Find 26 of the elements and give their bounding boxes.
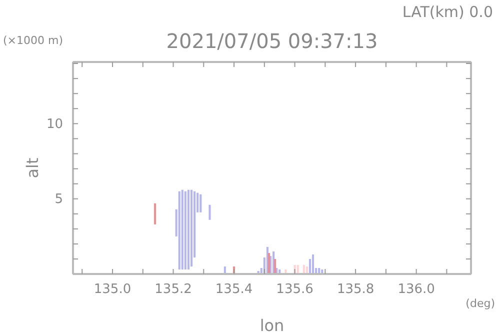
x-tick-label: 135.8 xyxy=(336,282,374,298)
y-tick-label: 5 xyxy=(54,192,63,207)
bar xyxy=(181,190,184,270)
bar xyxy=(154,203,156,224)
text: (deg) xyxy=(466,297,495,310)
x-tick-label: 135.6 xyxy=(276,282,314,298)
bar xyxy=(308,258,311,274)
bar xyxy=(208,204,211,220)
text: LAT(km) 0.0 xyxy=(402,3,493,21)
bar xyxy=(200,194,202,212)
bar xyxy=(187,190,190,270)
bar xyxy=(184,191,186,270)
x-tick-label: 135.4 xyxy=(215,282,253,298)
bar xyxy=(312,254,314,274)
x-tick-label: 135.0 xyxy=(94,282,132,298)
x-tick-label: 136.0 xyxy=(398,282,435,298)
x-tick-label: 135.2 xyxy=(154,282,192,298)
bar xyxy=(274,258,276,274)
chart-title: 2021/07/05 09:37:13 xyxy=(166,29,378,53)
bar xyxy=(268,252,270,274)
x-axis-title: lon xyxy=(260,316,284,335)
bar xyxy=(178,191,180,270)
y-axis-title: alt xyxy=(23,158,42,178)
text: (×1000 m) xyxy=(3,34,64,47)
y-tick-label: 10 xyxy=(46,116,63,132)
bar xyxy=(190,190,192,266)
